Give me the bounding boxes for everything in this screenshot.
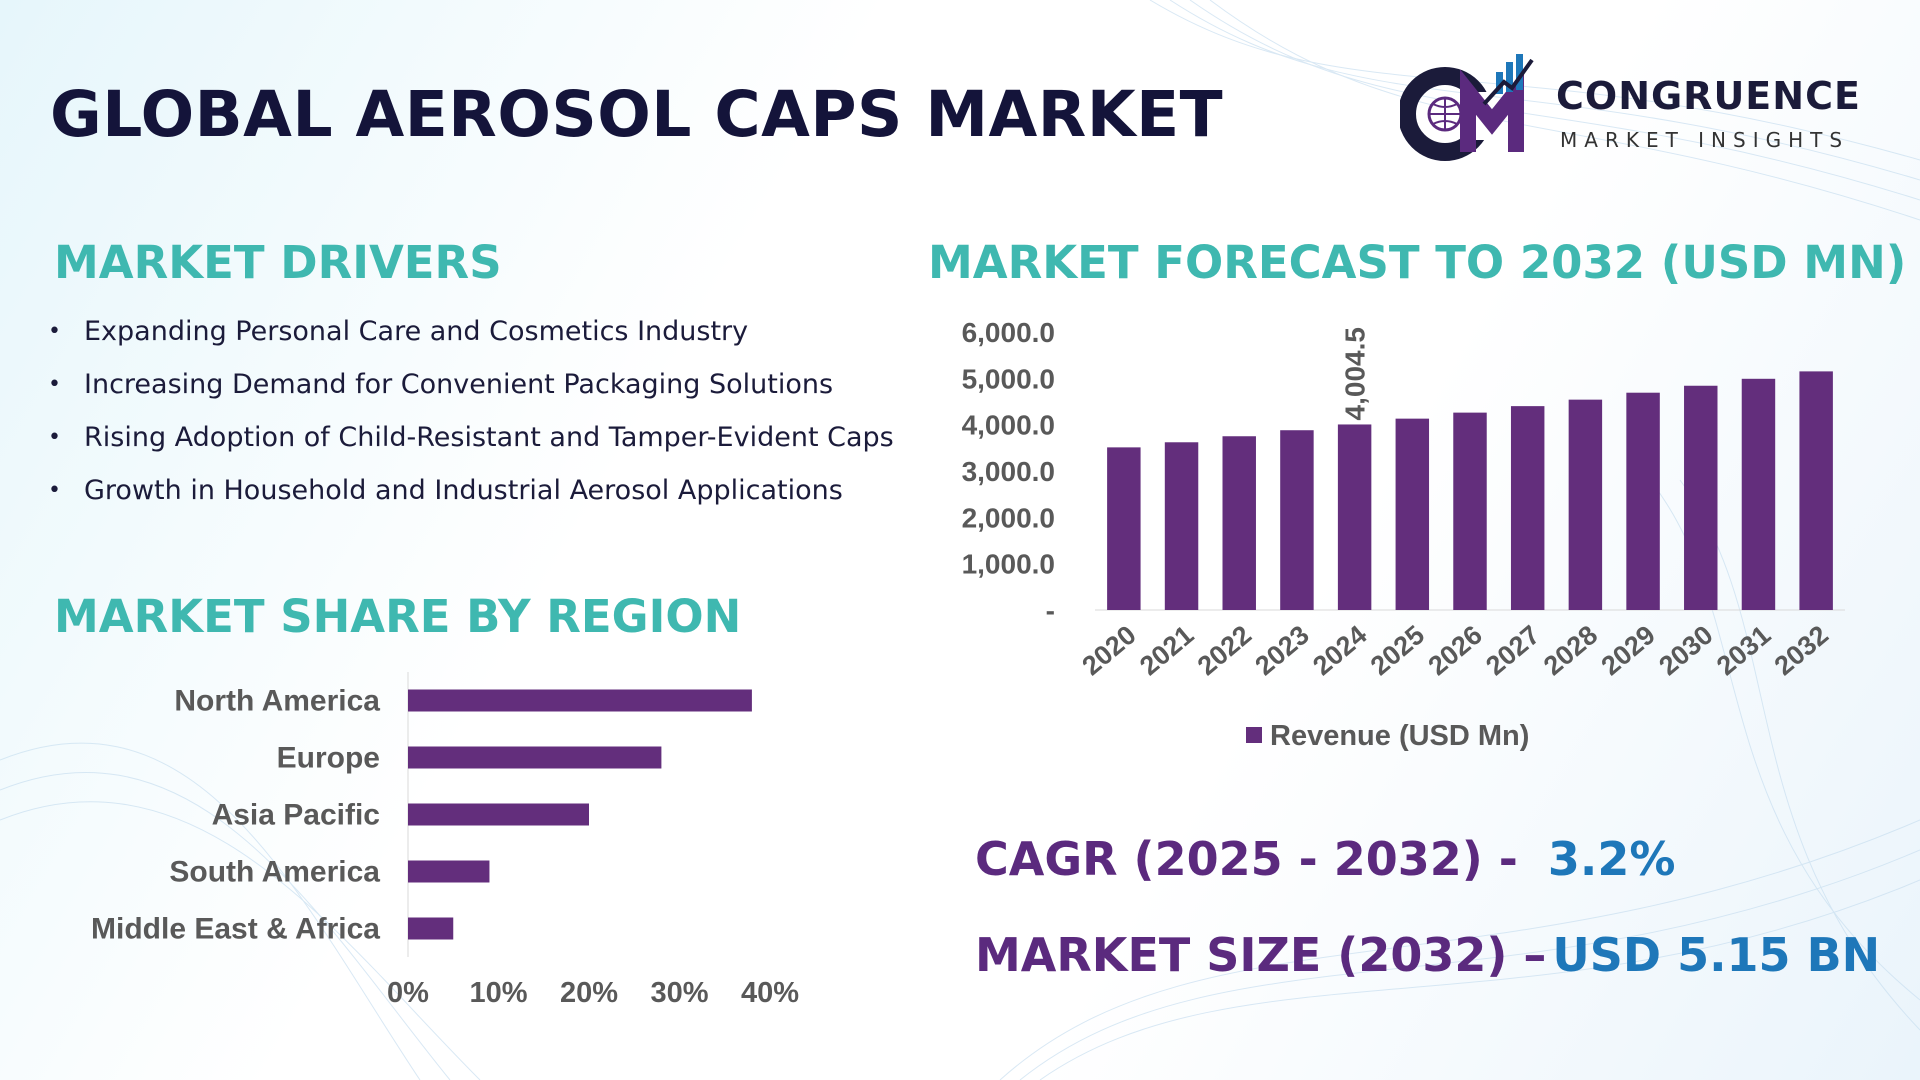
- forecast-bar: [1799, 371, 1833, 610]
- y-tick-label: 5,000.0: [962, 363, 1055, 394]
- region-label: South America: [169, 856, 380, 889]
- x-tick-label: 2032: [1769, 620, 1834, 682]
- region-label: Middle East & Africa: [91, 913, 380, 946]
- list-item: Increasing Demand for Convenient Packagi…: [48, 358, 928, 411]
- y-tick-label: 6,000.0: [962, 317, 1055, 348]
- page-title: GLOBAL AEROSOL CAPS MARKET: [50, 78, 1224, 151]
- x-tick-label: 20%: [560, 977, 618, 1009]
- region-label: Asia Pacific: [212, 799, 380, 832]
- region-bar: [408, 803, 589, 826]
- drivers-title: MARKET DRIVERS: [54, 236, 502, 289]
- list-item: Rising Adoption of Child-Resistant and T…: [48, 411, 928, 464]
- x-tick-label: 2025: [1365, 620, 1430, 682]
- drivers-list: Expanding Personal Care and Cosmetics In…: [48, 305, 928, 517]
- x-tick-label: 2027: [1480, 620, 1545, 682]
- y-tick-label: 2,000.0: [962, 502, 1055, 533]
- forecast-bar: [1107, 447, 1141, 610]
- x-tick-label: 2024: [1307, 620, 1372, 682]
- forecast-bar: [1626, 392, 1660, 610]
- region-label: North America: [174, 685, 380, 718]
- x-tick-label: 2023: [1249, 620, 1314, 682]
- legend-swatch: [1246, 727, 1262, 743]
- x-tick-label: 0%: [387, 977, 429, 1009]
- region-bar: [408, 689, 752, 712]
- region-title: MARKET SHARE BY REGION: [54, 590, 742, 643]
- region-bar: [408, 917, 454, 940]
- x-tick-label: 10%: [469, 977, 527, 1009]
- market-size-value: USD 5.15 BN: [1552, 928, 1881, 982]
- y-tick-label: 1,000.0: [962, 549, 1055, 580]
- x-tick-label: 2031: [1711, 620, 1776, 682]
- y-tick-label: 4,000.0: [962, 410, 1055, 441]
- forecast-bar: [1510, 406, 1545, 610]
- forecast-bar: [1453, 412, 1487, 610]
- forecast-bar: [1164, 442, 1199, 610]
- region-bar: [408, 860, 490, 883]
- forecast-bar: [1568, 399, 1603, 610]
- x-tick-label: 2022: [1192, 620, 1257, 682]
- region-bar: [408, 746, 662, 769]
- forecast-bar: [1741, 378, 1776, 610]
- x-tick-label: 2030: [1653, 620, 1718, 682]
- forecast-bar: [1280, 430, 1314, 610]
- region-label: Europe: [277, 742, 380, 775]
- x-tick-label: 2029: [1596, 620, 1661, 682]
- cagr-value: 3.2%: [1547, 832, 1676, 886]
- forecast-title: MARKET FORECAST TO 2032 (USD MN): [928, 236, 1907, 289]
- brand-logo: CONGRUENCE MARKET INSIGHTS: [1400, 52, 1870, 162]
- list-item: Expanding Personal Care and Cosmetics In…: [48, 305, 928, 358]
- forecast-bar: [1222, 436, 1256, 610]
- cagr-stat: CAGR (2025 - 2032) - 3.2%: [975, 832, 1675, 886]
- y-tick-label: 3,000.0: [962, 456, 1055, 487]
- market-size-label: MARKET SIZE (2032) –: [975, 928, 1547, 982]
- forecast-bar: [1337, 424, 1372, 610]
- forecast-bar: [1684, 385, 1718, 610]
- market-size-stat: MARKET SIZE (2032) – USD 5.15 BN: [975, 928, 1880, 982]
- logo-tagline: MARKET INSIGHTS: [1560, 128, 1850, 152]
- x-tick-label: 40%: [741, 977, 799, 1009]
- data-label: 4,004.5: [1340, 327, 1371, 420]
- legend-label: Revenue (USD Mn): [1270, 720, 1529, 752]
- x-tick-label: 2020: [1076, 620, 1141, 682]
- x-tick-label: 2026: [1423, 620, 1488, 682]
- y-tick-label: -: [1046, 595, 1055, 626]
- list-item: Growth in Household and Industrial Aeros…: [48, 464, 928, 517]
- x-tick-label: 2021: [1134, 620, 1199, 682]
- x-tick-label: 30%: [650, 977, 708, 1009]
- forecast-bar: [1395, 418, 1430, 610]
- logo-mark-icon: [1400, 54, 1534, 161]
- logo-name: CONGRUENCE: [1556, 74, 1861, 118]
- cagr-label: CAGR (2025 - 2032) -: [975, 832, 1518, 886]
- x-tick-label: 2028: [1538, 620, 1603, 682]
